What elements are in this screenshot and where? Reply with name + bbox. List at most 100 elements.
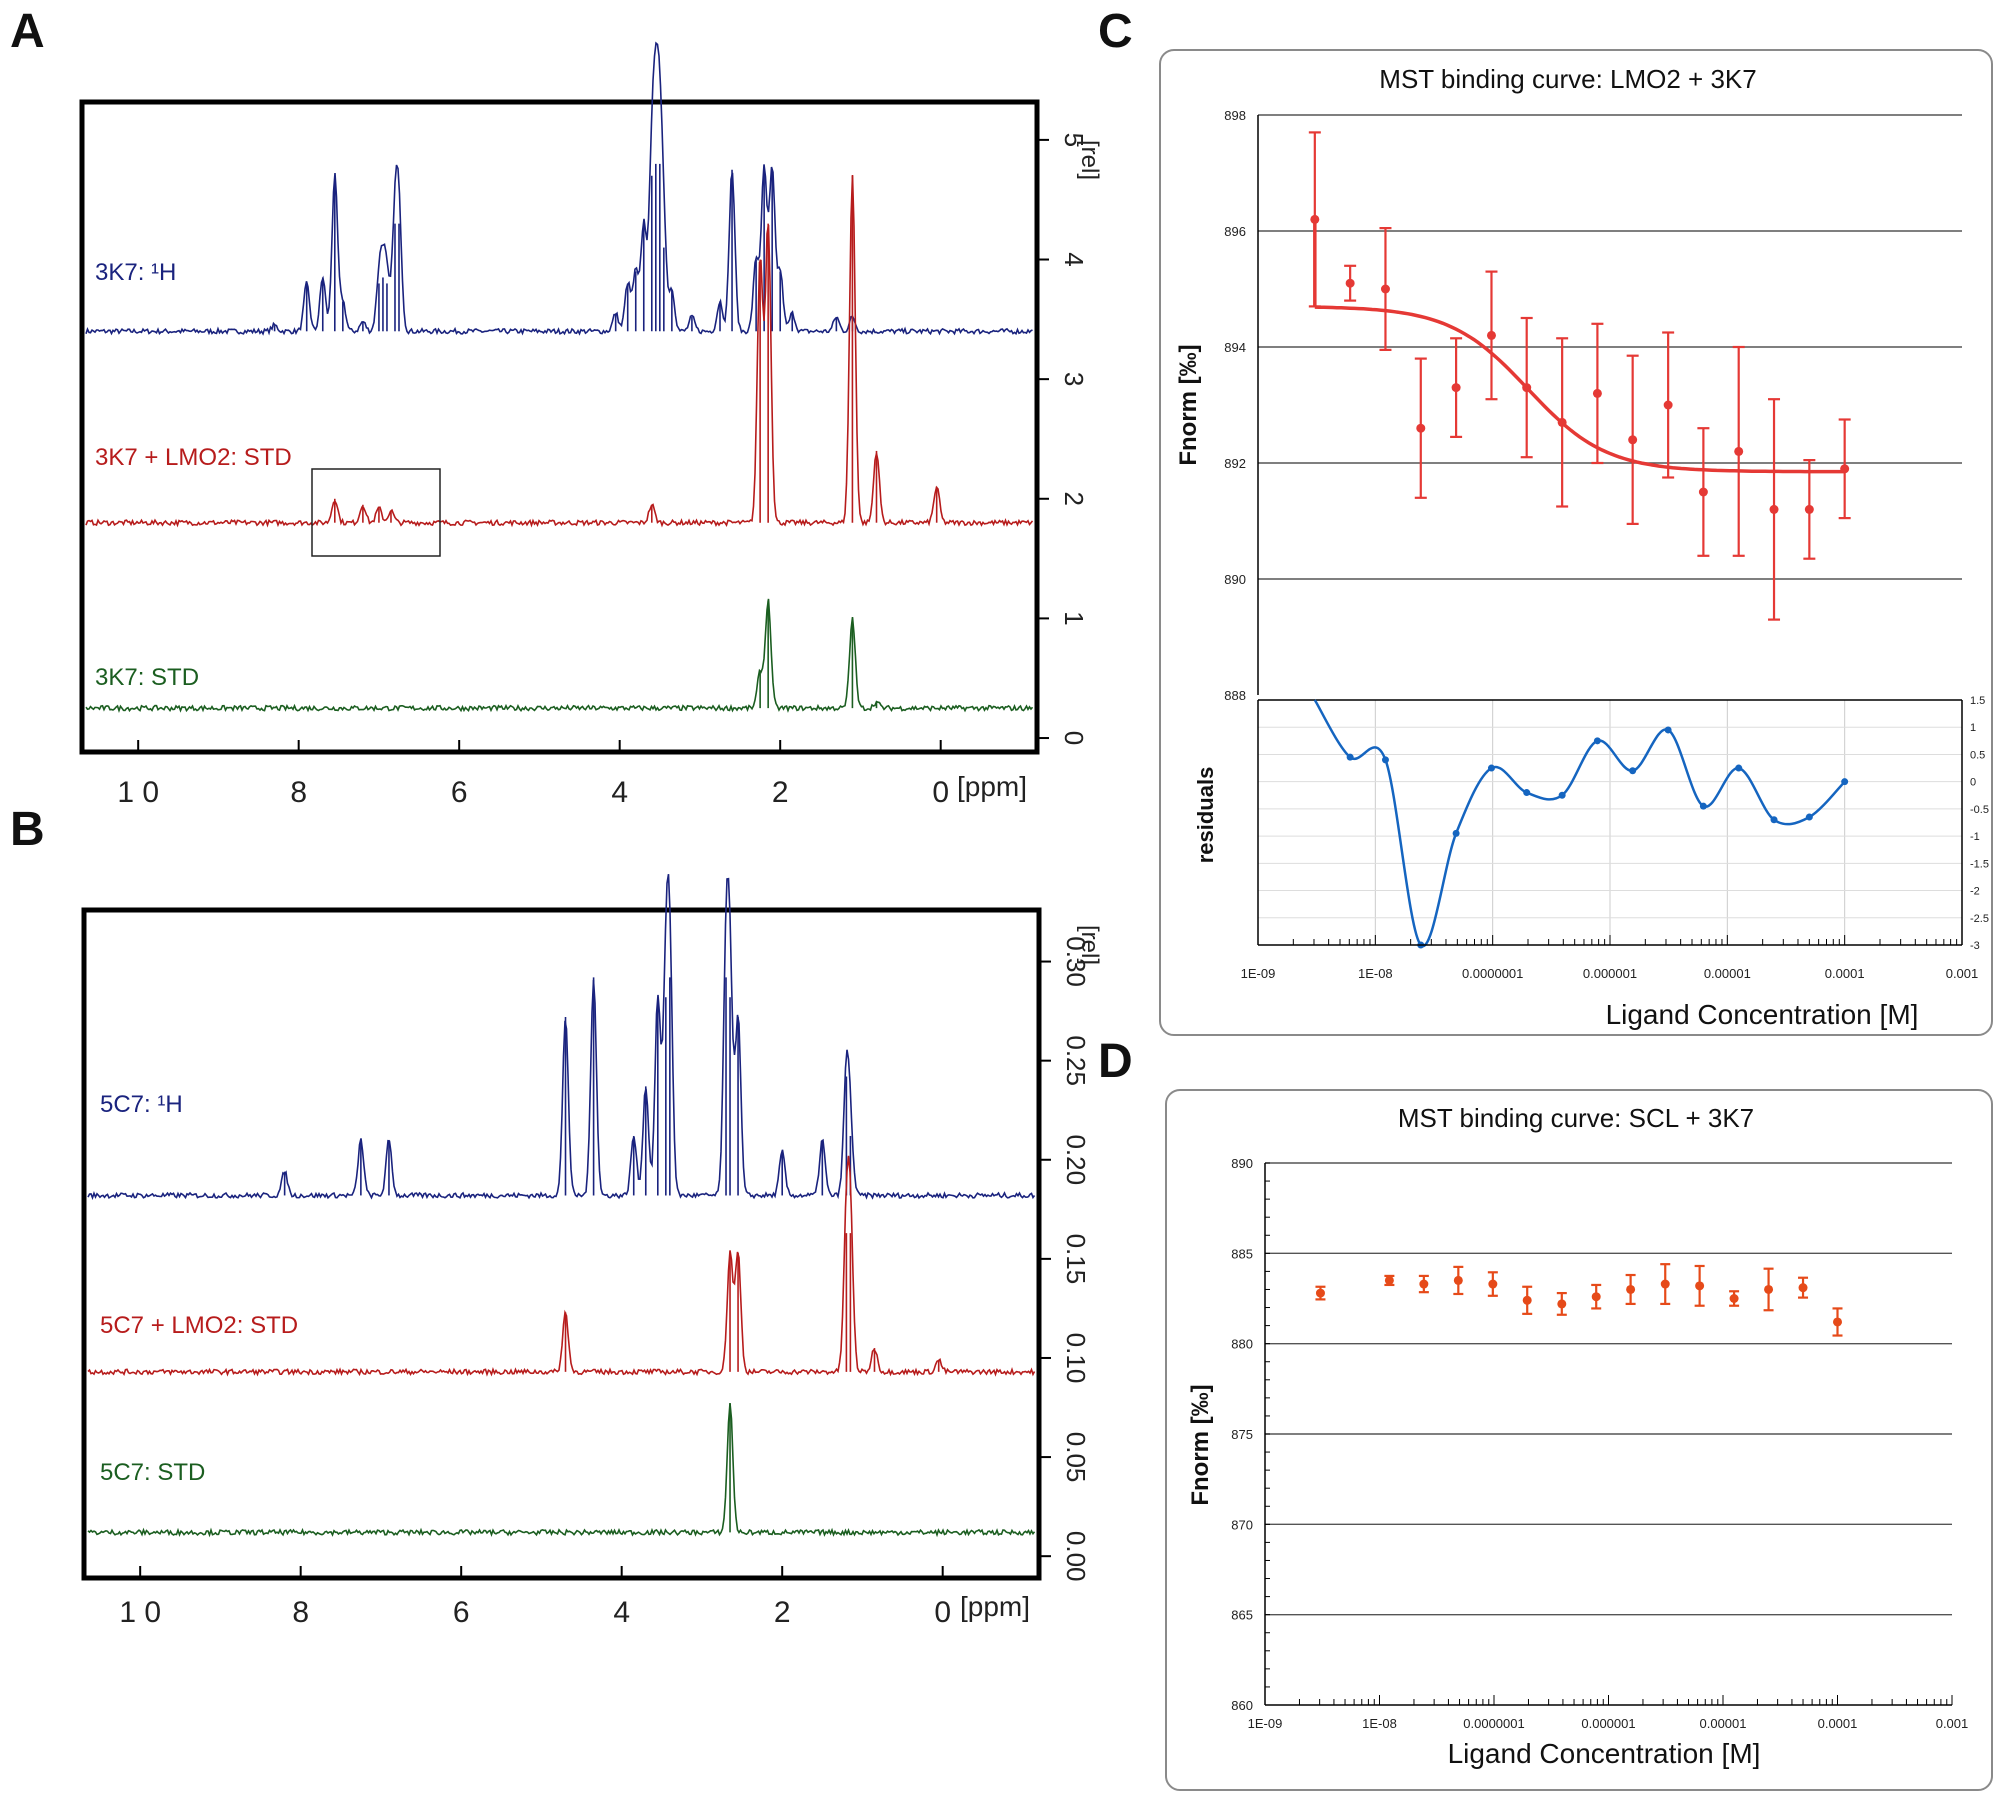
y-tick-label: 3	[1059, 372, 1089, 386]
y-tick-label: 885	[1231, 1246, 1253, 1261]
x-axis-label: [ppm]	[960, 1591, 1030, 1622]
data-point	[1557, 417, 1567, 427]
y-tick-label: 0.20	[1061, 1134, 1091, 1185]
trace-label: 5C7: STD	[100, 1459, 205, 1486]
data-point	[1695, 1281, 1705, 1291]
residuals-axis-label: residuals	[1193, 767, 1218, 864]
y-tick-label: 0.30	[1061, 936, 1091, 987]
nmr-panel-a: 3K7: ¹H 3K7 + LMO2: STD 3K7: STD 1 0 8 6 4 2 0 0…	[79, 41, 1103, 809]
y-tick-label: 890	[1224, 572, 1246, 587]
x-tick-label: 4	[611, 776, 628, 809]
residual-point	[1699, 802, 1707, 810]
data-point	[1764, 1284, 1774, 1294]
residual-point	[1452, 829, 1460, 837]
x-tick-label: 0.0001	[1818, 1716, 1858, 1731]
x-tick-label: 2	[772, 776, 789, 809]
y-tick-label: 890	[1231, 1156, 1253, 1171]
y-tick-label: 860	[1231, 1698, 1253, 1713]
y-tick-label: 0	[1059, 731, 1089, 745]
residual-point	[1735, 764, 1743, 772]
residual-point	[1346, 753, 1354, 761]
residual-tick-label: 1.5	[1970, 695, 1985, 707]
data-point	[1734, 446, 1744, 456]
data-point	[1591, 1292, 1601, 1302]
x-tick-label: 1E-08	[1358, 966, 1393, 981]
data-point	[1698, 487, 1708, 497]
plot-frame	[81, 907, 1042, 1581]
residual-point	[1770, 816, 1778, 824]
data-point	[1310, 214, 1320, 224]
x-axis-label: [ppm]	[957, 771, 1027, 802]
data-point	[1628, 435, 1638, 445]
panel-label-d: D	[1098, 1035, 1133, 1088]
residual-point	[1558, 791, 1566, 799]
nmr-panel-b: 5C7: ¹H 5C7 + LMO2: STD 5C7: STD 1 0 8 6 4 2 0 0…	[81, 873, 1103, 1629]
y-tick-label: 1	[1059, 611, 1089, 625]
data-point	[1522, 1295, 1532, 1305]
spectrum-trace	[87, 873, 1036, 1201]
x-tick-label: 1E-09	[1248, 1716, 1283, 1731]
panel-box	[1159, 49, 1993, 1036]
x-axis-label: Ligand Concentration [M]	[1448, 1738, 1761, 1769]
residual-point	[1381, 756, 1389, 764]
y-tick-label: 875	[1231, 1427, 1253, 1442]
trace-label: 3K7: ¹H	[95, 259, 176, 286]
data-point	[1419, 1279, 1429, 1289]
x-tick-label: 2	[774, 1596, 791, 1629]
residual-point	[1593, 737, 1601, 745]
residual-point	[1664, 726, 1672, 734]
y-tick-label: 4	[1059, 252, 1089, 266]
x-tick-label: 8	[290, 776, 307, 809]
y-tick-label: 888	[1224, 688, 1246, 703]
mst-panel-c: MST binding curve: LMO2 + 3K7 Fnorm [‰] …	[1159, 49, 1993, 1036]
x-tick-label: 0.001	[1936, 1716, 1969, 1731]
x-tick-label: 0.00001	[1704, 966, 1751, 981]
y-tick-label: 892	[1224, 456, 1246, 471]
x-tick-label: 8	[292, 1596, 309, 1629]
y-axis-label: [rel]	[1076, 925, 1103, 965]
data-point	[1522, 383, 1532, 393]
x-tick-label: 0.0000001	[1463, 1716, 1524, 1731]
panel-box	[1165, 1089, 1993, 1791]
panel-label-b: B	[10, 803, 45, 856]
trace-label: 3K7 + LMO2: STD	[95, 444, 292, 471]
x-tick-label: 0	[932, 776, 949, 809]
x-tick-label: 1E-09	[1241, 966, 1276, 981]
chart-title: MST binding curve: LMO2 + 3K7	[1379, 64, 1756, 94]
y-tick-label: 870	[1231, 1517, 1253, 1532]
y-tick-label: 894	[1224, 340, 1246, 355]
x-tick-label: 6	[453, 1596, 470, 1629]
x-tick-label: 0.001	[1946, 966, 1979, 981]
residual-point	[1805, 813, 1813, 821]
plot-frame	[79, 99, 1040, 755]
spectrum-trace	[85, 41, 1033, 336]
data-point	[1557, 1299, 1567, 1309]
y-tick-label: 896	[1224, 224, 1246, 239]
y-tick-label: 0.10	[1061, 1333, 1091, 1384]
data-point	[1315, 1288, 1325, 1298]
residual-point	[1523, 789, 1531, 797]
data-point	[1384, 1275, 1394, 1285]
y-tick-label: 0.05	[1061, 1432, 1091, 1483]
residual-tick-label: -2	[1970, 886, 1980, 898]
x-tick-label: 0.0000001	[1462, 966, 1523, 981]
residual-tick-label: -3	[1970, 940, 1980, 952]
x-tick-label: 0.00001	[1700, 1716, 1747, 1731]
panel-label-a: A	[10, 5, 45, 58]
data-point	[1833, 1317, 1842, 1327]
y-axis-label: Fnorm [‰]	[1187, 1384, 1214, 1505]
x-tick-label: 1 0	[119, 1596, 161, 1629]
residual-tick-label: 1	[1970, 722, 1976, 734]
data-point	[1345, 278, 1355, 288]
y-axis-label: Fnorm [‰]	[1175, 344, 1202, 465]
data-point	[1798, 1283, 1808, 1293]
x-tick-label: 4	[613, 1596, 630, 1629]
data-point	[1660, 1279, 1670, 1289]
x-tick-label: 6	[451, 776, 468, 809]
data-point	[1488, 1279, 1498, 1289]
y-tick-label: 0.15	[1061, 1234, 1091, 1285]
x-tick-label: 1 0	[117, 776, 159, 809]
residual-tick-label: 0	[1970, 777, 1976, 789]
residual-tick-label: -2.5	[1970, 913, 1989, 925]
fit-curve	[1314, 305, 1845, 474]
